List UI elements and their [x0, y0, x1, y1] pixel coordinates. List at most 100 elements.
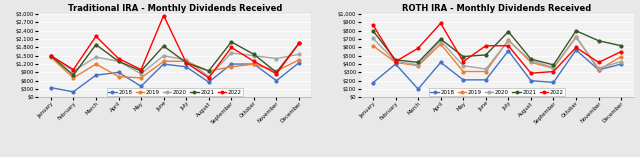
2020	[273, 58, 280, 60]
2018	[92, 74, 100, 76]
2021	[504, 31, 512, 32]
2018	[392, 63, 399, 65]
2018	[47, 87, 54, 89]
2018	[437, 61, 445, 63]
2020	[205, 76, 212, 77]
2019	[182, 60, 190, 62]
2018	[572, 49, 580, 51]
2020	[460, 65, 467, 67]
Line: 2022: 2022	[49, 14, 300, 79]
2022	[160, 15, 168, 16]
2019	[572, 36, 580, 38]
Line: 2020: 2020	[372, 36, 623, 70]
2021	[437, 38, 445, 40]
2018	[369, 82, 377, 84]
2021	[160, 45, 168, 47]
2021	[572, 30, 580, 32]
Line: 2022: 2022	[372, 22, 623, 75]
2021	[482, 54, 490, 56]
2022	[47, 55, 54, 57]
2018	[482, 79, 490, 81]
2022	[618, 51, 625, 52]
Line: 2020: 2020	[49, 51, 300, 78]
Title: Traditional IRA - Monthly Dividends Received: Traditional IRA - Monthly Dividends Rece…	[68, 4, 282, 13]
Line: 2019: 2019	[49, 56, 300, 79]
2022	[369, 24, 377, 26]
2019	[595, 69, 602, 71]
2021	[227, 41, 235, 43]
2019	[47, 56, 54, 58]
2019	[205, 70, 212, 72]
2021	[414, 61, 422, 63]
2020	[369, 37, 377, 39]
2018	[137, 85, 145, 87]
2019	[92, 63, 100, 65]
2019	[295, 59, 303, 61]
2019	[460, 71, 467, 73]
2018	[205, 81, 212, 83]
2022	[250, 60, 258, 62]
Title: ROTH IRA - Monthly Dividends Received: ROTH IRA - Monthly Dividends Received	[403, 4, 592, 13]
2018	[295, 62, 303, 64]
2022	[392, 61, 399, 62]
2021	[205, 70, 212, 72]
2020	[227, 52, 235, 54]
2019	[250, 63, 258, 65]
2018	[414, 88, 422, 90]
2019	[392, 61, 399, 63]
2018	[460, 79, 467, 81]
2018	[70, 91, 77, 93]
2020	[295, 53, 303, 55]
2019	[115, 76, 122, 77]
2020	[572, 36, 580, 38]
2019	[414, 65, 422, 67]
2020	[527, 60, 535, 62]
Line: 2021: 2021	[372, 29, 623, 66]
2020	[482, 68, 490, 70]
2019	[504, 39, 512, 41]
2022	[182, 62, 190, 64]
2018	[527, 80, 535, 82]
2021	[250, 53, 258, 55]
2018	[504, 50, 512, 52]
2019	[527, 61, 535, 63]
2021	[92, 44, 100, 46]
2020	[160, 55, 168, 57]
2020	[250, 55, 258, 57]
2022	[70, 69, 77, 70]
2022	[115, 58, 122, 60]
2022	[227, 46, 235, 48]
Legend: 2018, 2019, 2020, 2021, 2022: 2018, 2019, 2020, 2021, 2022	[107, 88, 243, 96]
2018	[227, 63, 235, 65]
2018	[115, 71, 122, 73]
2022	[595, 61, 602, 63]
2020	[618, 61, 625, 62]
Line: 2019: 2019	[372, 35, 623, 73]
2021	[295, 42, 303, 44]
2020	[595, 67, 602, 69]
2022	[92, 35, 100, 37]
2020	[504, 40, 512, 42]
2021	[392, 59, 399, 61]
2018	[595, 69, 602, 71]
2022	[205, 77, 212, 79]
2020	[414, 64, 422, 66]
2021	[182, 62, 190, 64]
2019	[137, 77, 145, 79]
2020	[137, 73, 145, 75]
2021	[527, 58, 535, 60]
2021	[273, 71, 280, 73]
2019	[482, 71, 490, 73]
2022	[137, 69, 145, 70]
2021	[115, 60, 122, 62]
2018	[160, 63, 168, 65]
2022	[527, 72, 535, 74]
2022	[414, 47, 422, 49]
2019	[160, 60, 168, 62]
2021	[137, 70, 145, 72]
2021	[618, 45, 625, 47]
2022	[295, 42, 303, 44]
2020	[550, 66, 557, 68]
2019	[369, 45, 377, 47]
2020	[92, 56, 100, 58]
